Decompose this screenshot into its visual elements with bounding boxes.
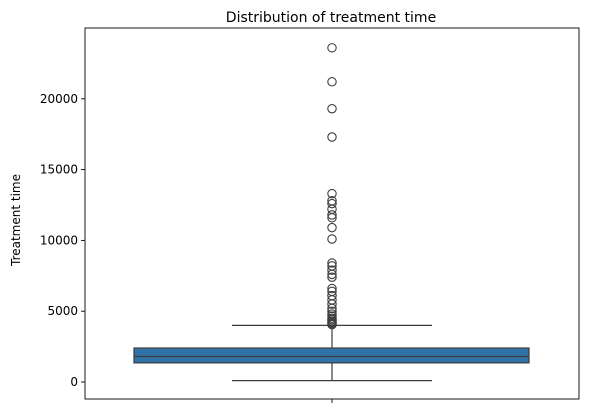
outlier-point	[327, 188, 337, 199]
outlier-point	[327, 222, 337, 233]
outlier-point	[327, 309, 337, 319]
outlier-point	[327, 77, 337, 87]
outlier-point	[327, 286, 337, 297]
outlier-point	[327, 196, 337, 206]
outlier-point	[327, 210, 337, 220]
plot-area	[133, 43, 530, 382]
y-tick-label: 15000	[40, 163, 78, 177]
outlier-point	[327, 103, 337, 114]
outlier-point	[327, 290, 337, 301]
outlier-point	[327, 198, 337, 209]
outlier-point	[327, 306, 337, 316]
outlier-point	[327, 258, 337, 268]
y-tick-label: 10000	[40, 233, 78, 247]
y-tick-label: 5000	[47, 304, 78, 318]
outlier-point	[327, 234, 337, 244]
outlier-point	[327, 283, 337, 294]
chart-title: Distribution of treatment time	[226, 10, 436, 26]
y-tick-label: 0	[70, 375, 78, 389]
y-tick-label: 20000	[40, 92, 78, 106]
y-axis-label: Treatment time	[9, 174, 23, 267]
outlier-point	[327, 261, 337, 271]
iqr-box	[133, 347, 530, 364]
outlier-point	[327, 265, 337, 275]
outlier-point	[327, 132, 337, 142]
outlier-point	[327, 43, 337, 53]
outlier-point	[327, 272, 337, 282]
